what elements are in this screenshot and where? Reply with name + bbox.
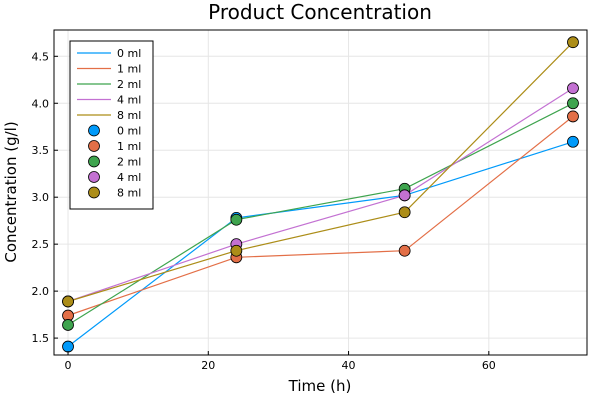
data-point-3 xyxy=(398,189,411,202)
data-point-4 xyxy=(230,244,243,257)
legend-label: 1 ml xyxy=(117,63,141,76)
x-tick-label: 0 xyxy=(65,359,72,372)
x-axis-label: Time (h) xyxy=(288,377,352,395)
plot-frame xyxy=(53,29,588,356)
y-tick-label: 1.5 xyxy=(32,332,50,345)
y-tick-label: 4.5 xyxy=(32,50,50,63)
y-tick-label: 3.0 xyxy=(32,191,50,204)
chart-title: Product Concentration xyxy=(208,0,432,24)
legend-label: 0 ml xyxy=(117,47,141,60)
x-tick-label: 60 xyxy=(482,359,496,372)
series-line-4 xyxy=(67,41,574,303)
legend-label: 2 ml xyxy=(117,156,141,169)
legend-marker-swatch xyxy=(88,171,100,183)
axis-ticks: 0 20 40 60 1.5 2.0 2.5 3.0 3.5 4.0 4.5 xyxy=(32,50,496,372)
series-line-1 xyxy=(67,115,574,317)
x-tick-label: 20 xyxy=(201,359,215,372)
legend-marker-swatch xyxy=(88,140,100,152)
y-tick-label: 2.5 xyxy=(32,238,50,251)
legend-label: 8 ml xyxy=(117,187,141,200)
data-point-2 xyxy=(62,319,74,331)
data-point-2 xyxy=(230,213,243,226)
data-point-2 xyxy=(567,97,579,110)
legend-marker-swatch xyxy=(88,155,100,168)
y-axis-label: Concentration (g/l) xyxy=(2,121,20,262)
data-point-4 xyxy=(398,206,411,219)
legend: 0 ml 1 ml 2 ml 4 ml 8 ml 0 ml 1 ml 2 ml 4 ml 8 ml xyxy=(69,40,154,210)
data-point-1 xyxy=(567,110,579,123)
series-points xyxy=(62,36,579,353)
legend-label: 8 ml xyxy=(117,109,141,122)
y-tick-label: 2.0 xyxy=(32,285,50,298)
data-point-1 xyxy=(398,244,411,257)
legend-label: 2 ml xyxy=(117,78,141,91)
data-point-4 xyxy=(567,36,579,49)
legend-label: 4 ml xyxy=(117,94,141,107)
legend-marker-swatch xyxy=(88,124,100,137)
series-lines xyxy=(67,41,574,347)
data-point-4 xyxy=(62,295,74,308)
legend-label: 1 ml xyxy=(117,140,141,153)
data-point-0 xyxy=(567,135,579,148)
series-line-0 xyxy=(67,141,574,347)
y-tick-label: 3.5 xyxy=(32,144,50,157)
legend-marker-swatch xyxy=(88,186,100,199)
data-point-0 xyxy=(62,340,74,353)
x-tick-label: 40 xyxy=(342,359,356,372)
legend-label: 4 ml xyxy=(117,171,141,184)
y-tick-label: 4.0 xyxy=(32,97,50,110)
series-line-3 xyxy=(67,87,574,303)
legend-label: 0 ml xyxy=(117,125,141,138)
data-point-3 xyxy=(567,82,579,95)
